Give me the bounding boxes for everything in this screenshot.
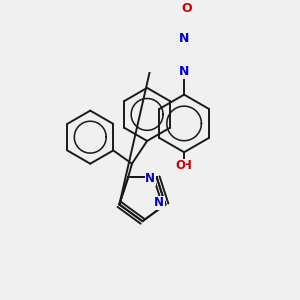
Text: O: O [182,2,193,15]
Text: O: O [175,159,185,172]
Text: H: H [182,159,192,172]
Text: N: N [179,32,189,45]
Text: N: N [154,196,164,209]
Text: N: N [145,172,155,185]
Text: N: N [179,65,189,78]
